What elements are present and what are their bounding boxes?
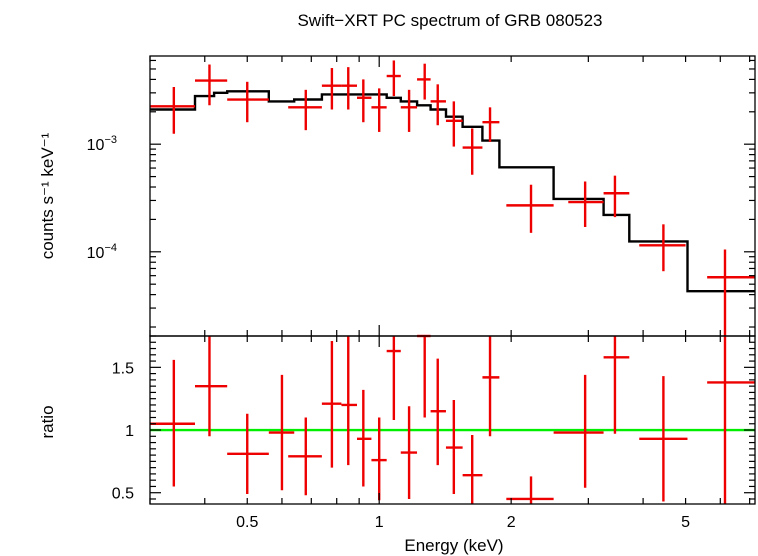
ratio-point [400,406,418,499]
spectrum-point [707,249,755,336]
ratio-point [386,336,401,420]
spectrum-point [482,107,500,142]
ratio-data-points [150,334,755,504]
ratio-point [227,413,269,494]
chart-title: Swift−XRT PC spectrum of GRB 080523 [297,11,602,30]
ratio-point [371,417,387,501]
ratio-point [553,374,604,488]
spectrum-data-points [150,60,755,336]
ratio-point [341,336,358,466]
spectrum-point [430,84,446,126]
spectrum-point [445,101,463,147]
y-tick-label: 1 [125,423,134,440]
spectrum-frame [149,55,756,337]
ratio-point [506,476,554,504]
ratio-point [268,374,295,491]
ratio-point [603,336,630,434]
spectrum-point [417,63,431,100]
spectrum-axes: 10−3 10−4 [87,55,756,337]
spectrum-point [195,64,228,106]
ratio-point [707,336,755,504]
y-tick-label: 10−3 [87,134,117,154]
ratio-point [195,336,228,437]
spectrum-point [357,79,372,123]
ratio-point [150,359,196,487]
spectrum-point [321,68,342,110]
spectrum-point [506,184,554,233]
ratio-frame [149,335,756,505]
ratio-point [482,336,500,437]
spectrum-point [227,81,269,123]
x-tick-label: 0.5 [236,514,258,531]
x-tick-label: 1 [375,514,384,531]
spectrum-point [603,175,630,218]
spectrum-point [400,89,418,132]
ratio-point [430,358,446,466]
x-axis-label: Energy (keV) [404,536,503,555]
ratio-axes: 0.5 1 2 5 0.5 1 1.5 [112,335,756,531]
ratio-y-axis-label: ratio [38,405,57,438]
spectrum-point [150,86,196,134]
ratio-point [462,435,483,504]
x-tick-label: 2 [507,514,516,531]
ratio-point [417,334,431,418]
spectrum-point [371,88,387,132]
spectrum-point [639,224,686,272]
spectrum-point [341,67,358,110]
ratio-point [357,389,372,487]
ratio-point [639,376,688,502]
spectrum-panel: 10−3 10−4 [87,55,756,337]
ratio-point [321,341,342,468]
x-tick-label: 5 [681,514,690,531]
ratio-point [288,417,322,496]
spectrum-point [462,128,483,175]
spectrum-y-axis-label: counts s⁻¹ keV⁻¹ [38,132,57,259]
y-tick-label: 1.5 [112,360,134,377]
ratio-panel: 0.5 1 2 5 0.5 1 1.5 [112,334,756,531]
y-tick-label: 0.5 [112,486,134,503]
spectrum-point [288,89,322,131]
y-tick-label: 10−4 [87,242,117,262]
ratio-point [445,399,463,494]
spectrum-point [568,181,604,227]
spectrum-point [386,60,401,97]
